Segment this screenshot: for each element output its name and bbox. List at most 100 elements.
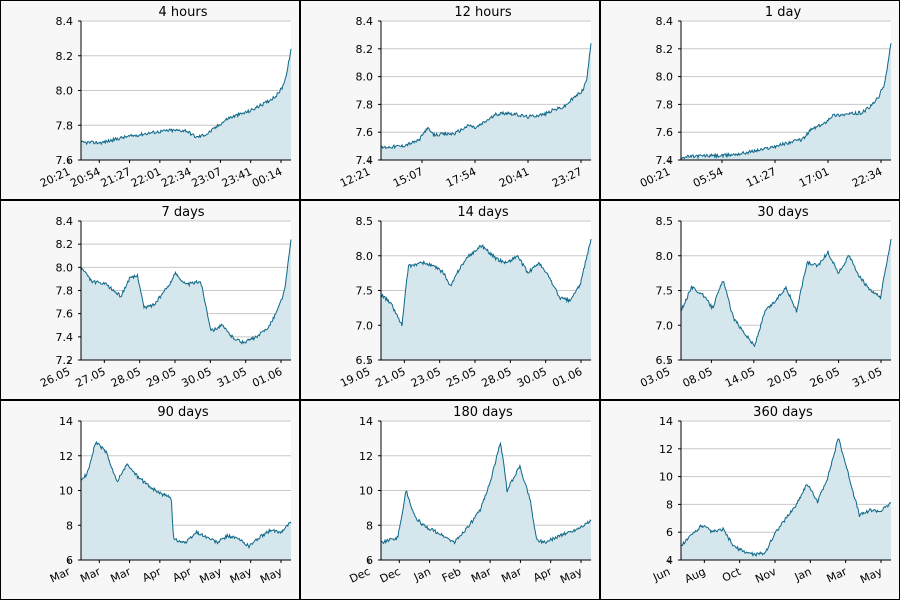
y-tick-label: 10 (59, 485, 73, 498)
series-line (80, 440, 292, 550)
x-tick-label: 22:01 (129, 165, 163, 190)
x-tick-label: 00:21 (638, 165, 672, 190)
x-tick-label: 23.05 (409, 365, 443, 390)
x-tick-label: 21.05 (374, 365, 408, 390)
y-tick-label: 8.0 (656, 71, 674, 84)
y-tick-label: 14 (659, 415, 673, 428)
x-tick-label: 30.05 (515, 365, 549, 390)
x-tick-label: 17:54 (444, 165, 478, 190)
x-tick-label: Mar (825, 565, 850, 586)
x-tick-label: 15:07 (391, 165, 425, 190)
x-tick-label: Mar (109, 565, 134, 586)
x-tick-label: 25.05 (444, 365, 478, 390)
chart-panel: 1 day 7.4 7.6 7.8 8.0 8.2 8.4 00:21 05:54 11:27 17… (600, 0, 900, 200)
series-area (81, 239, 291, 360)
x-tick-label: Jun (650, 565, 672, 584)
y-tick-label: 7.6 (356, 126, 374, 139)
series-line (380, 441, 592, 545)
y-tick-label: 8.2 (656, 43, 674, 56)
series-line (380, 43, 592, 150)
chart-svg: 7 days 7.2 7.4 7.6 7.8 8.0 8.2 8.4 26.05 27.05 28.… (38, 205, 292, 390)
x-tick-label: 01.06 (550, 365, 584, 390)
series-area (381, 43, 591, 161)
x-tick-label: Oct (720, 565, 743, 585)
chart-title: 360 days (753, 405, 813, 420)
x-tick-label: Mar (469, 565, 494, 586)
x-tick-label: 21:27 (99, 165, 133, 190)
chart-svg: 1 day 7.4 7.6 7.8 8.0 8.2 8.4 00:21 05:54 11:27 17… (638, 5, 892, 190)
chart-panel: 14 days 6.5 7.0 7.5 8.0 8.5 19.05 21.05 23.05 25.… (300, 200, 600, 400)
x-tick-label: 17:01 (797, 165, 831, 190)
y-tick-label: 8 (66, 519, 73, 532)
chart-svg: 90 days68101214MarMarMarAprAprMayMayMay (48, 405, 292, 587)
chart-title: 12 hours (454, 5, 511, 20)
y-tick-label: 7.0 (356, 319, 374, 332)
x-tick-label: 20.05 (765, 365, 799, 390)
y-tick-label: 8.0 (356, 250, 374, 263)
y-tick-label: 7.5 (656, 285, 674, 298)
x-tick-label: Mar (499, 565, 524, 586)
x-tick-label: 20:41 (497, 165, 531, 190)
chart-title: 7 days (161, 205, 204, 220)
chart-svg: 4 hours7.67.88.08.28.420:2120:5421:2722:… (38, 5, 292, 190)
y-tick-label: 7.4 (656, 154, 674, 167)
y-tick-label: 8 (366, 519, 373, 532)
chart-panel: 7 days 7.2 7.4 7.6 7.8 8.0 8.2 8.4 26.05 27.05 28.… (0, 200, 300, 400)
chart-svg: 14 days 6.5 7.0 7.5 8.0 8.5 19.05 21.05 23.05 25.… (338, 205, 592, 390)
x-tick-label: 23:41 (220, 165, 254, 190)
x-tick-label: May (858, 565, 885, 587)
y-tick-label: 12 (359, 450, 373, 463)
y-tick-label: 7.8 (56, 119, 74, 132)
x-tick-label: 28.05 (109, 365, 143, 390)
y-tick-label: 8 (666, 498, 673, 511)
y-tick-label: 7.5 (356, 285, 374, 298)
x-tick-label: 19.05 (338, 365, 372, 390)
chart-title: 4 hours (159, 5, 208, 20)
x-tick-label: 20:21 (38, 165, 72, 190)
x-tick-label: 28.05 (480, 365, 514, 390)
x-tick-label: Apr (531, 565, 554, 585)
x-tick-label: 08.05 (681, 365, 715, 390)
y-tick-label: 8.0 (56, 85, 74, 98)
chart-title: 1 day (765, 5, 802, 20)
y-tick-label: 7.6 (56, 154, 74, 167)
y-tick-label: 7.6 (56, 308, 74, 321)
y-tick-label: 7.8 (356, 98, 374, 111)
series-area (681, 43, 891, 161)
chart-title: 14 days (457, 205, 509, 220)
x-tick-label: 31.05 (215, 365, 249, 390)
series-line (380, 239, 592, 327)
x-tick-label: May (258, 565, 285, 587)
series-area (381, 239, 591, 360)
y-tick-label: 6 (666, 526, 673, 539)
chart-title: 30 days (757, 205, 809, 220)
x-tick-label: 23:27 (550, 165, 584, 190)
y-tick-label: 8.4 (356, 15, 374, 28)
x-tick-label: Apr (140, 565, 163, 585)
x-tick-label: 29.05 (144, 365, 178, 390)
y-tick-label: 7.6 (656, 126, 674, 139)
x-tick-label: 31.05 (850, 365, 884, 390)
x-tick-label: 14.05 (723, 365, 757, 390)
chart-panel: 30 days 6.5 7.0 7.5 8.0 8.5 03.05 08.05 14.05 20.… (600, 200, 900, 400)
y-tick-label: 8.4 (56, 215, 74, 228)
x-tick-label: Nov (753, 565, 778, 586)
x-tick-label: May (198, 565, 225, 587)
x-tick-label: May (228, 565, 255, 587)
chart-panel: 12 hours 7.4 7.6 7.8 8.0 8.2 8.4 12:21 15:07 17:5… (300, 0, 600, 200)
x-tick-label: Jan (792, 565, 814, 584)
chart-svg: 30 days 6.5 7.0 7.5 8.0 8.5 03.05 08.05 14.05 20.… (638, 205, 892, 390)
y-tick-label: 7.2 (56, 354, 74, 367)
x-tick-label: Mar (78, 565, 103, 586)
x-tick-label: Apr (171, 565, 194, 585)
y-tick-label: 6.5 (356, 354, 374, 367)
x-tick-label: 26.05 (808, 365, 842, 390)
y-tick-label: 8.4 (656, 15, 674, 28)
x-tick-label: 11:27 (744, 165, 778, 190)
x-tick-label: 05:54 (691, 165, 725, 190)
x-tick-label: May (558, 565, 585, 587)
y-tick-label: 8.2 (56, 50, 74, 63)
x-tick-label: 23:07 (189, 165, 223, 190)
y-tick-label: 8.0 (656, 250, 674, 263)
